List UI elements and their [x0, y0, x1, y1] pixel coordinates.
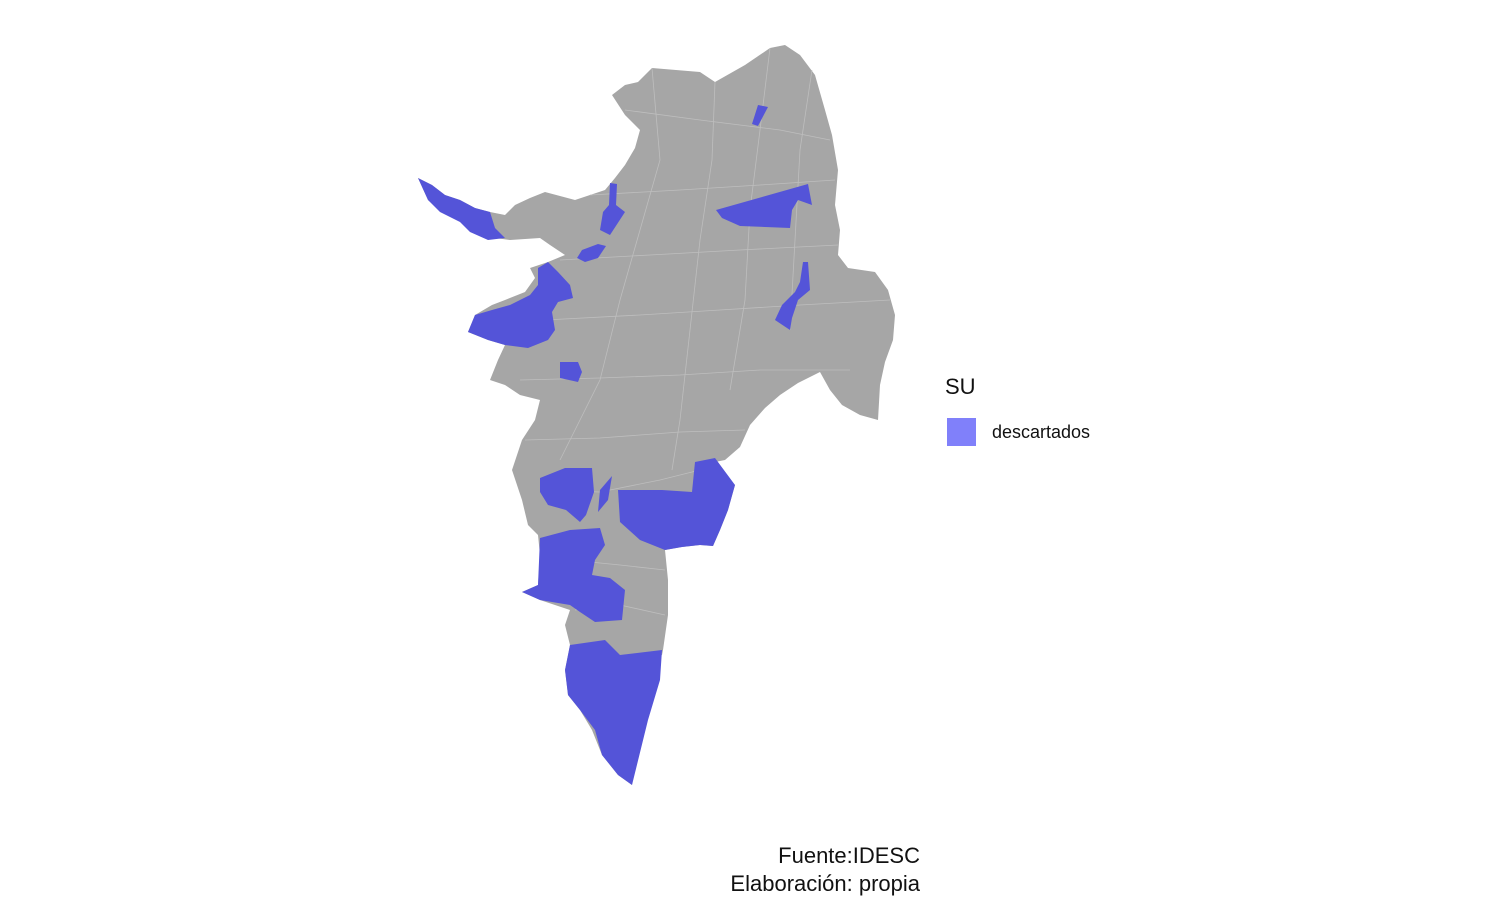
zone-west-upper [418, 178, 505, 240]
zone-far-south [565, 640, 662, 785]
zone-west-small-2 [560, 362, 582, 382]
zone-south-west-b [598, 476, 612, 512]
zone-west-small [577, 244, 606, 262]
legend-key-descartados [947, 418, 976, 446]
legend-label-descartados: descartados [992, 422, 1091, 442]
zone-west-mid [468, 262, 573, 348]
zone-south [522, 528, 625, 622]
zone-north-central [600, 183, 625, 235]
city-base-area [418, 45, 895, 785]
caption-source: Fuente:IDESC [778, 843, 920, 868]
legend-title: SU [945, 374, 976, 399]
zone-south-central [618, 458, 735, 550]
zone-south-west-a [540, 468, 594, 522]
caption-author: Elaboración: propia [730, 871, 920, 896]
map-caption: Fuente:IDESC Elaboración: propia [730, 842, 920, 898]
zone-north-small [752, 105, 768, 126]
zone-east [775, 262, 810, 330]
descartados-zones [418, 105, 812, 785]
zone-north-east [716, 184, 812, 228]
